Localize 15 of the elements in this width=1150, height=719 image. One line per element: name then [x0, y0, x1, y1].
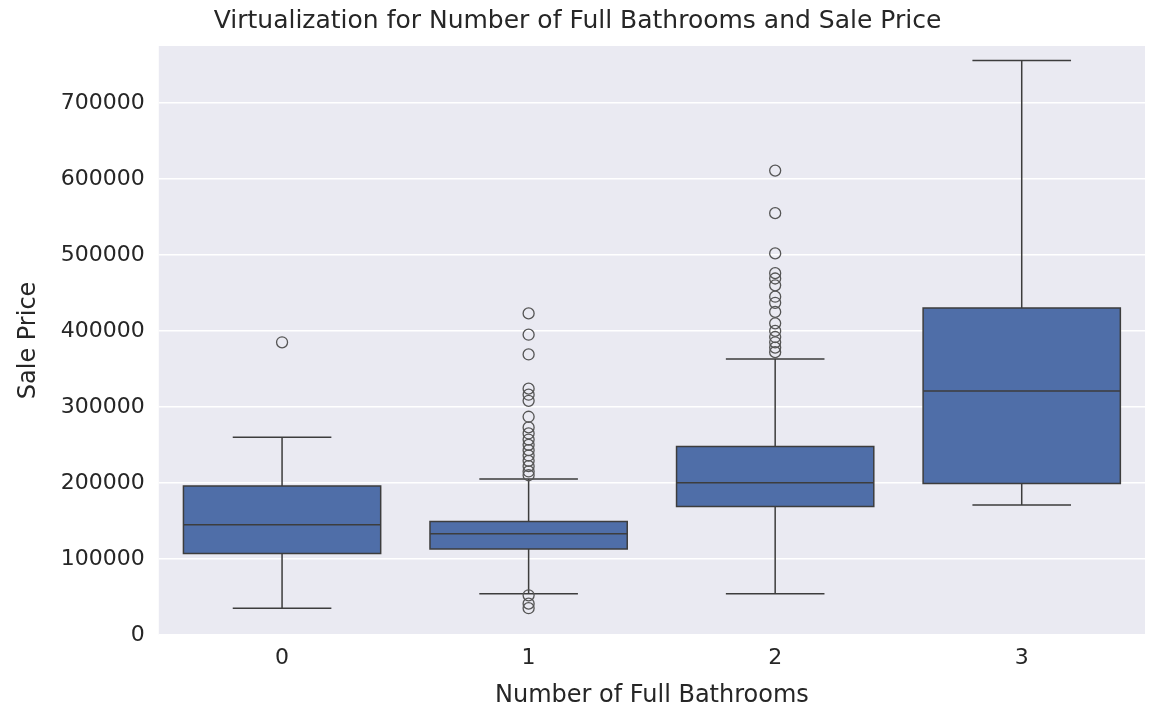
y-tick-label: 0	[130, 620, 145, 646]
y-tick-label: 100000	[60, 544, 145, 570]
x-tick-label: 1	[521, 643, 536, 669]
chart-title: Virtualization for Number of Full Bathrooms and Sale Price	[213, 4, 942, 34]
y-tick-label: 400000	[60, 316, 145, 342]
x-tick-label: 3	[1014, 643, 1029, 669]
y-tick-label: 700000	[60, 88, 145, 114]
y-tick-label: 500000	[60, 240, 145, 266]
x-tick-label: 0	[275, 643, 290, 669]
y-tick-label: 200000	[60, 468, 145, 494]
y-tick-label: 600000	[60, 164, 145, 190]
y-axis-title: Sale Price	[12, 281, 41, 400]
x-tick-label: 2	[768, 643, 783, 669]
y-tick-label: 300000	[60, 392, 145, 418]
x-axis-title: Number of Full Bathrooms	[494, 679, 809, 708]
